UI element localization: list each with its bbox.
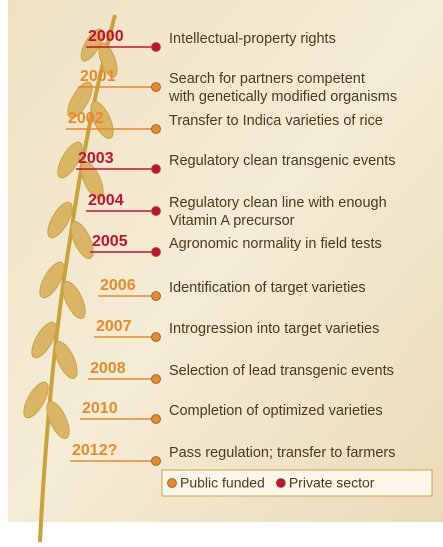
funding-dot	[152, 165, 161, 174]
legend-dot	[168, 479, 177, 488]
event-label: Pass regulation; transfer to farmers	[169, 445, 395, 461]
event-label: Completion of optimized varieties	[169, 403, 383, 419]
funding-dot	[152, 292, 161, 301]
event-label: Selection of lead transgenic events	[169, 363, 394, 379]
event-label: Transfer to Indica varieties of rice	[169, 113, 383, 129]
legend-label: Private sector	[289, 475, 375, 491]
year: 2004	[88, 192, 124, 209]
year: 2012?	[72, 442, 117, 459]
funding-dot	[152, 207, 161, 216]
funding-dot	[152, 457, 161, 466]
event-label: Regulatory clean line with enough	[169, 195, 387, 211]
event-label: Introgression into target varieties	[169, 321, 379, 337]
funding-dot	[152, 375, 161, 384]
year: 2008	[90, 360, 126, 377]
funding-dot	[152, 43, 161, 52]
event-label: Vitamin A precursor	[169, 213, 295, 229]
funding-dot	[152, 333, 161, 342]
year: 2000	[88, 28, 124, 45]
funding-dot	[152, 125, 161, 134]
year: 2010	[82, 400, 118, 417]
year: 2005	[92, 233, 128, 250]
event-label: Identification of target varieties	[169, 280, 366, 296]
funding-dot	[152, 415, 161, 424]
year: 2002	[68, 110, 104, 127]
event-label: Regulatory clean transgenic events	[169, 153, 396, 169]
event-label: with genetically modified organisms	[168, 89, 397, 105]
event-label: Search for partners competent	[169, 71, 365, 87]
funding-dot	[152, 83, 161, 92]
year: 2001	[80, 68, 116, 85]
year: 2003	[78, 150, 114, 167]
legend-label: Public funded	[180, 475, 265, 491]
funding-dot	[152, 248, 161, 257]
year: 2007	[96, 318, 132, 335]
event-label: Agronomic normality in field tests	[169, 236, 382, 252]
timeline: 2000 Intellectual-property rights 2001 Sear…	[0, 0, 443, 542]
event-label: Intellectual-property rights	[169, 31, 336, 47]
legend-dot	[276, 479, 285, 488]
year: 2006	[100, 277, 136, 294]
